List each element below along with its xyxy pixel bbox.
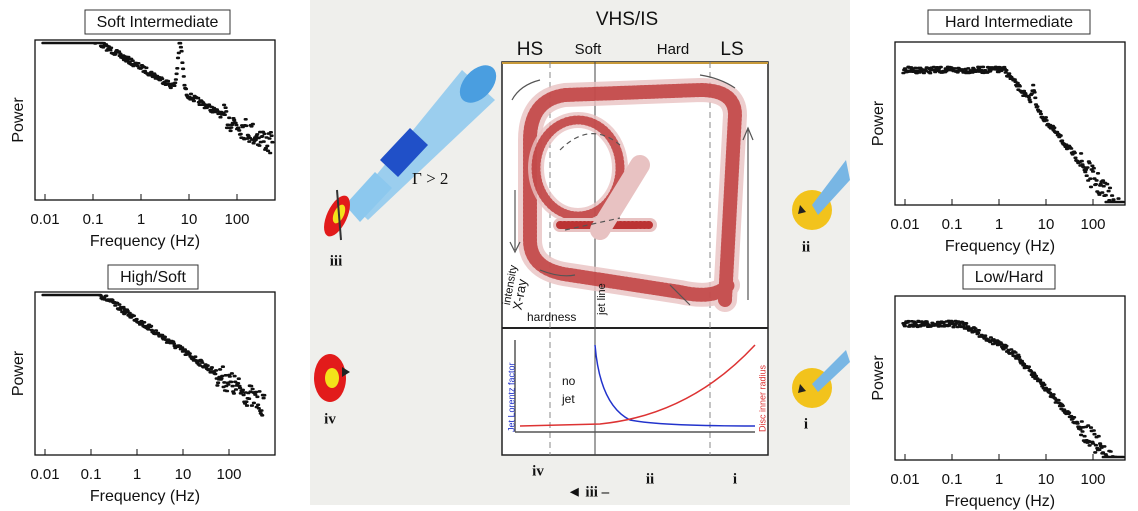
x-tick-label: 0.01 (890, 216, 919, 233)
x-axis-label: Frequency (Hz) (90, 233, 200, 250)
x-tick-label: 10 (1038, 216, 1055, 233)
title-box (84, 9, 231, 35)
axis-label: hardness (527, 310, 576, 324)
spectrum (41, 41, 275, 155)
panel-title: High/Soft (120, 269, 186, 286)
x-tick-label: 0.1 (81, 466, 102, 483)
source-ii (792, 160, 850, 230)
title-box (927, 9, 1091, 35)
panel-title: Soft Intermediate (97, 14, 219, 31)
title-box (962, 264, 1056, 290)
source-label: ii (802, 239, 810, 255)
y-axis-label: Power (10, 350, 27, 396)
source-label: iii (330, 253, 343, 269)
x-tick-label: 0.1 (83, 211, 104, 228)
x-tick-label: 10 (175, 466, 192, 483)
x-axis-label: Frequency (Hz) (945, 238, 1055, 255)
x-tick-label: 0.1 (942, 216, 963, 233)
x-tick-label: 1 (995, 471, 1003, 488)
x-tick-label: 0.01 (890, 471, 919, 488)
x-tick-label: 1 (133, 466, 141, 483)
state-label: Soft (575, 41, 603, 58)
x-tick-label: 10 (1038, 471, 1055, 488)
spectra: Soft Intermediate Power Frequency (Hz) 0.01… (10, 9, 1126, 510)
state-label: LS (720, 39, 743, 60)
x-axis-label: Frequency (Hz) (945, 493, 1055, 510)
plot-frame (894, 295, 1126, 461)
track-arrows (509, 74, 754, 306)
x-tick-label: 0.01 (30, 466, 59, 483)
source-iii (324, 65, 497, 241)
source-iv (314, 354, 350, 402)
spectrum (901, 319, 1125, 459)
no-jet-label: no (562, 374, 576, 388)
x-tick-label: 100 (216, 466, 241, 483)
x-tick-label: 0.1 (942, 471, 963, 488)
lorentz-label: Jet Lorentz factor (506, 362, 516, 432)
center-title: VHS/IS (596, 9, 658, 30)
hid-track (518, 77, 748, 312)
x-tick-label: 0.01 (30, 211, 59, 228)
source-label: iv (324, 411, 336, 427)
plot-frame (34, 291, 276, 456)
x-tick-label: 10 (181, 211, 198, 228)
x-tick-label: 100 (1080, 216, 1105, 233)
bottom-label: ii (646, 471, 654, 487)
axis-label: X-ray (510, 277, 530, 311)
state-label: Hard (657, 41, 690, 58)
source-i (792, 350, 850, 408)
title-box (107, 264, 199, 290)
x-axis-label: Frequency (Hz) (90, 488, 200, 505)
gamma-label: Γ > 2 (412, 169, 448, 188)
x-tick-label: 1 (995, 216, 1003, 233)
no-jet-label: jet (561, 392, 575, 406)
source-label: i (804, 416, 808, 432)
plot-frame (894, 41, 1126, 206)
bottom-label: ◄ iii – (567, 484, 610, 500)
panel-title: Hard Intermediate (945, 14, 1073, 31)
x-tick-label: 100 (1080, 471, 1105, 488)
y-axis-label: Power (10, 97, 27, 143)
bottom-label: iv (532, 463, 544, 479)
y-axis-label: Power (870, 100, 887, 146)
x-tick-label: 1 (137, 211, 145, 228)
state-label: HS (517, 39, 543, 60)
panel-title: Low/Hard (975, 269, 1043, 286)
bottom-label: i (733, 471, 737, 487)
jet-curves (514, 340, 756, 433)
spectrum (901, 65, 1125, 204)
x-tick-label: 100 (224, 211, 249, 228)
spectrum (41, 293, 267, 417)
jet-line-label: jet line (596, 283, 608, 316)
y-axis-label: Power (870, 355, 887, 401)
disc-label: Disc inner radius (757, 364, 767, 432)
plot-frame (34, 39, 276, 201)
